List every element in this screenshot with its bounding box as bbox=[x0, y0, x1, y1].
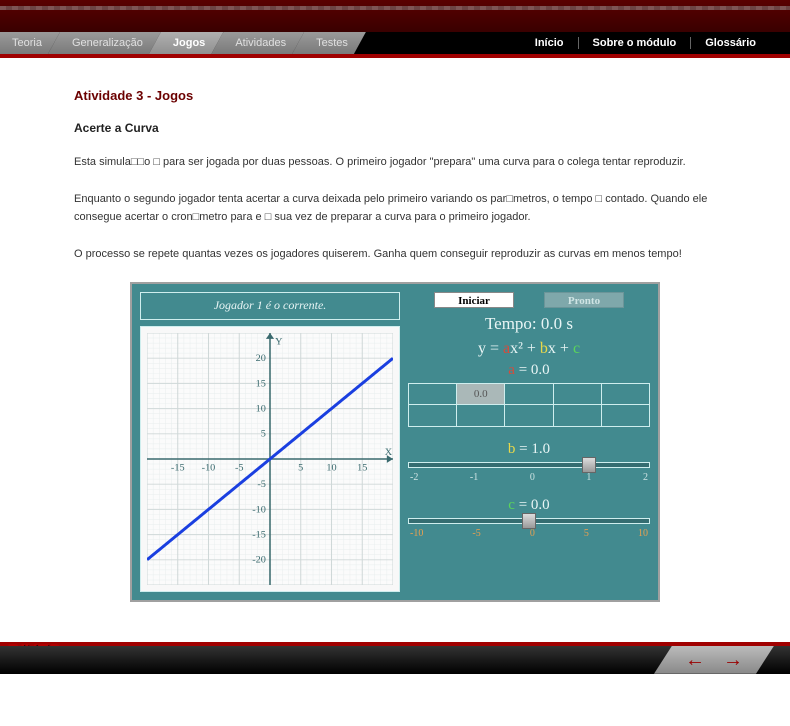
footer: RIVED ← → bbox=[0, 642, 790, 674]
footer-black-bar: ← → bbox=[0, 646, 790, 674]
button-row: Iniciar Pronto bbox=[408, 292, 650, 308]
nav-link[interactable]: Sobre o módulo bbox=[578, 37, 691, 49]
header-banner bbox=[0, 0, 790, 32]
nav-tab-testes[interactable]: Testes bbox=[292, 32, 366, 54]
page-subtitle: Acerte a Curva bbox=[74, 121, 716, 135]
svg-text:5: 5 bbox=[298, 463, 303, 474]
svg-text:20: 20 bbox=[256, 353, 266, 364]
start-button[interactable]: Iniciar bbox=[434, 292, 514, 308]
done-button[interactable]: Pronto bbox=[544, 292, 624, 308]
c-letter: c bbox=[508, 497, 515, 513]
c-slider-block: c = 0.0 -10 -5 0 5 10 bbox=[408, 497, 650, 539]
b-slider-block: b = 1.0 -2 -1 0 1 2 bbox=[408, 441, 650, 483]
tick-label: 5 bbox=[584, 528, 589, 539]
paragraph: O processo se repete quantas vezes os jo… bbox=[74, 245, 716, 264]
eq-x: x + bbox=[548, 340, 573, 357]
eq-prefix: y = bbox=[478, 340, 503, 357]
status-box: Jogador 1 é o corrente. bbox=[140, 292, 400, 320]
a-input-cell[interactable] bbox=[457, 405, 505, 426]
equation: y = ax² + bx + c bbox=[408, 340, 650, 358]
b-ticks: -2 -1 0 1 2 bbox=[408, 472, 650, 483]
nav-tab-jogos[interactable]: Jogos bbox=[149, 32, 223, 54]
a-input-row-2 bbox=[408, 405, 650, 427]
tick-label: 2 bbox=[643, 472, 648, 483]
b-slider-track[interactable] bbox=[408, 462, 650, 468]
nav-tabs: TeoriaGeneralizaçãoJogosAtividadesTestes bbox=[0, 32, 354, 54]
nav-row: TeoriaGeneralizaçãoJogosAtividadesTestes… bbox=[0, 32, 790, 54]
tick-label: 0 bbox=[530, 472, 535, 483]
svg-text:-15: -15 bbox=[252, 529, 266, 540]
svg-text:10: 10 bbox=[256, 403, 266, 414]
a-input-cell[interactable] bbox=[505, 384, 553, 404]
a-input-cell[interactable] bbox=[554, 405, 602, 426]
svg-text:10: 10 bbox=[326, 463, 336, 474]
svg-text:5: 5 bbox=[261, 429, 266, 440]
eq-b: b bbox=[540, 340, 548, 357]
next-arrow-icon[interactable]: → bbox=[723, 650, 743, 670]
tick-label: -1 bbox=[470, 472, 478, 483]
eq-x2: x² + bbox=[510, 340, 540, 357]
a-letter: a bbox=[508, 362, 515, 378]
a-value: = 0.0 bbox=[515, 362, 550, 378]
c-slider-thumb[interactable] bbox=[522, 513, 536, 529]
applet-right: Iniciar Pronto Tempo: 0.0 s y = ax² + bx… bbox=[408, 292, 650, 592]
c-ticks: -10 -5 0 5 10 bbox=[408, 528, 650, 539]
svg-text:-5: -5 bbox=[257, 479, 266, 490]
tick-label: -5 bbox=[472, 528, 480, 539]
plot-svg: X Y -15 -10 -5 5 10 15 -20 -15 -10 -5 5 10 15 20 bbox=[147, 333, 393, 585]
nav-tab-generalização[interactable]: Generalização bbox=[48, 32, 161, 54]
a-label: a = 0.0 bbox=[408, 362, 650, 379]
tick-label: 0 bbox=[530, 528, 535, 539]
a-input-cell[interactable] bbox=[602, 384, 649, 404]
plot-area: X Y -15 -10 -5 5 10 15 -20 -15 -10 -5 5 10 15 20 bbox=[147, 333, 393, 585]
nav-links: InícioSobre o móduloGlossário bbox=[521, 32, 790, 54]
page-title: Atividade 3 - Jogos bbox=[74, 88, 716, 103]
tick-label: 1 bbox=[586, 472, 591, 483]
b-value: = 1.0 bbox=[515, 441, 550, 457]
eq-c: c bbox=[573, 340, 580, 357]
svg-text:-5: -5 bbox=[235, 463, 244, 474]
a-input-cell[interactable] bbox=[554, 384, 602, 404]
svg-text:X: X bbox=[385, 447, 393, 458]
svg-text:-10: -10 bbox=[202, 463, 216, 474]
b-slider-thumb[interactable] bbox=[582, 457, 596, 473]
a-input-cell[interactable] bbox=[409, 405, 457, 426]
svg-text:-10: -10 bbox=[252, 504, 266, 515]
c-value: = 0.0 bbox=[515, 497, 550, 513]
paragraph: Enquanto o segundo jogador tenta acertar… bbox=[74, 190, 716, 227]
applet-left: Jogador 1 é o corrente. X Y -15 -10 -5 5 10 15 -… bbox=[140, 292, 400, 592]
c-slider-track[interactable] bbox=[408, 518, 650, 524]
footer-nav-tab: ← → bbox=[654, 646, 774, 674]
content: Atividade 3 - Jogos Acerte a Curva Esta … bbox=[0, 58, 790, 622]
svg-text:Y: Y bbox=[275, 337, 282, 348]
a-input-cell[interactable] bbox=[409, 384, 457, 404]
nav-link[interactable]: Início bbox=[521, 37, 578, 49]
tick-label: 10 bbox=[638, 528, 648, 539]
svg-text:15: 15 bbox=[256, 378, 266, 389]
eq-a: a bbox=[503, 340, 510, 357]
applet: Jogador 1 é o corrente. XY-15-10-551015-… bbox=[130, 282, 660, 602]
time-label: Tempo: 0.0 s bbox=[408, 314, 650, 334]
a-input-cell-selected[interactable]: 0.0 bbox=[457, 384, 505, 404]
nav-tab-atividades[interactable]: Atividades bbox=[211, 32, 304, 54]
a-input-row: 0.0 bbox=[408, 383, 650, 405]
tick-label: -2 bbox=[410, 472, 418, 483]
plot-wrap: X Y -15 -10 -5 5 10 15 -20 -15 -10 -5 5 10 15 20 bbox=[140, 326, 400, 592]
svg-text:-20: -20 bbox=[252, 555, 266, 566]
a-input-cell[interactable] bbox=[505, 405, 553, 426]
svg-text:-15: -15 bbox=[171, 463, 185, 474]
header-stripe bbox=[0, 6, 790, 10]
b-label: b = 1.0 bbox=[408, 441, 650, 458]
paragraph: Esta simula□□o □ para ser jogada por dua… bbox=[74, 153, 716, 172]
c-label: c = 0.0 bbox=[408, 497, 650, 514]
nav-link[interactable]: Glossário bbox=[690, 37, 770, 49]
prev-arrow-icon[interactable]: ← bbox=[685, 650, 705, 670]
svg-text:15: 15 bbox=[357, 463, 367, 474]
tick-label: -10 bbox=[410, 528, 423, 539]
a-input-cell[interactable] bbox=[602, 405, 649, 426]
